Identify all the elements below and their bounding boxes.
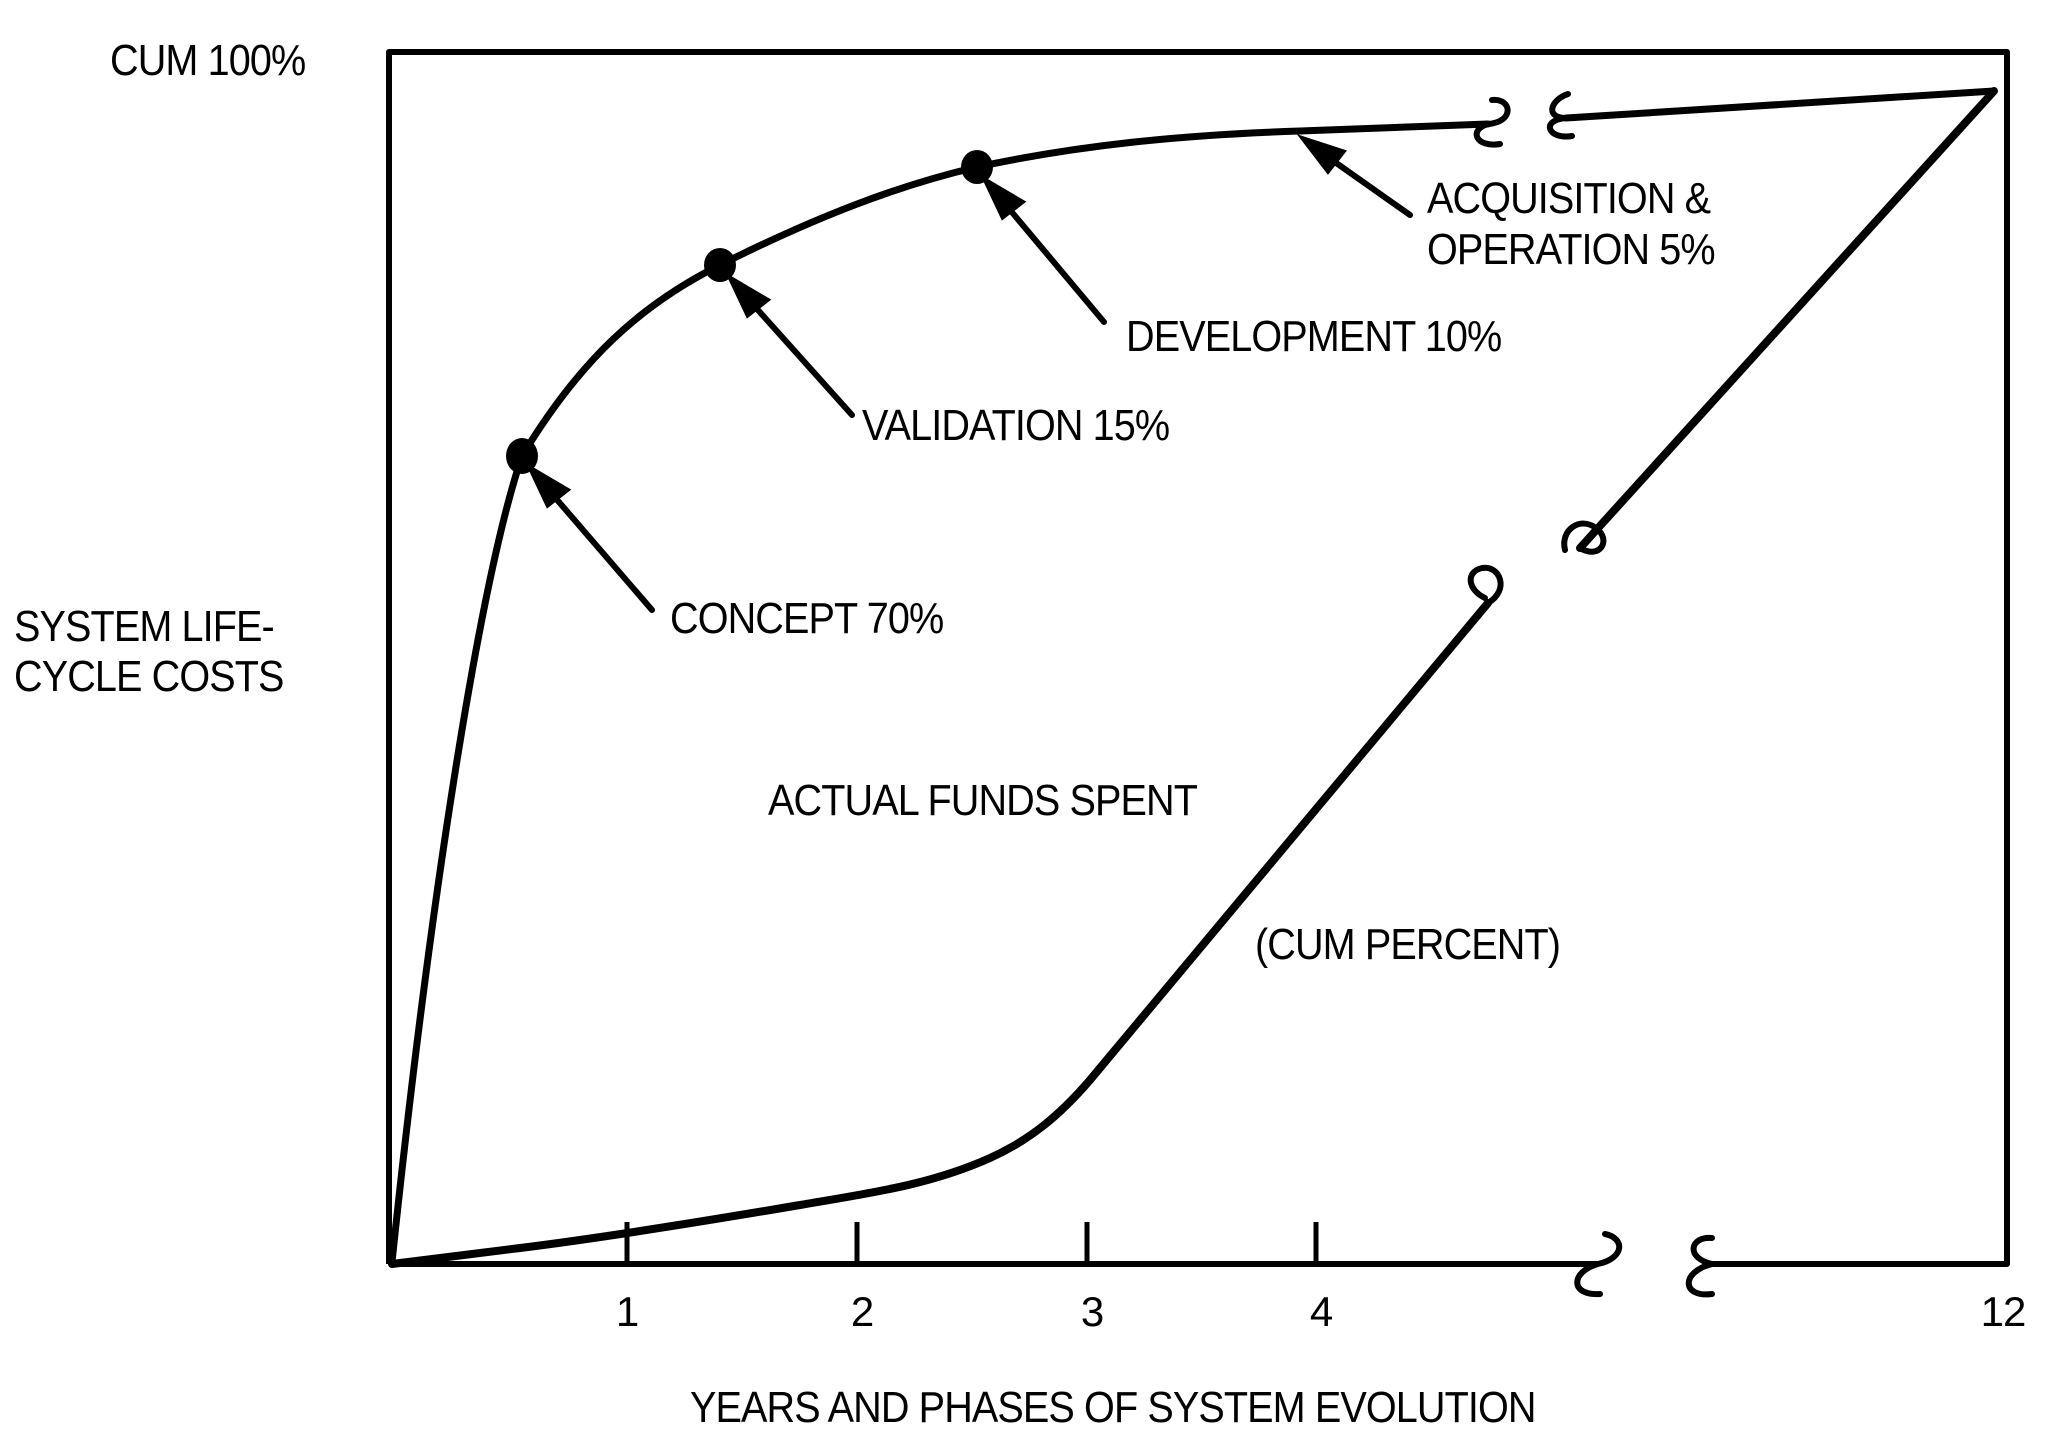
x-tick-label: 1 xyxy=(615,1288,639,1335)
plot-frame xyxy=(386,49,2010,1267)
lifecycle-cost-curve xyxy=(388,87,1998,1266)
validation-dot xyxy=(704,248,736,282)
actual-funds-label: ACTUAL FUNDS SPENT xyxy=(768,776,1198,825)
x-tick-label: 12 xyxy=(1980,1288,2027,1335)
acquisition-label-line1: ACQUISITION & xyxy=(1427,174,1711,223)
development-dot xyxy=(961,150,993,184)
phase-markers xyxy=(506,150,993,474)
y-axis-top-label: CUM 100% xyxy=(110,36,306,85)
cum-percent-label: (CUM PERCENT) xyxy=(1255,920,1561,969)
concept-label: CONCEPT 70% xyxy=(670,594,944,643)
x-tick-label: 3 xyxy=(1080,1288,1104,1335)
y-axis-title-line2: CYCLE COSTS xyxy=(14,652,284,701)
concept-dot xyxy=(506,438,538,474)
y-axis-title-line1: SYSTEM LIFE- xyxy=(14,602,275,651)
validation-label: VALIDATION 15% xyxy=(862,401,1170,450)
diagonal-break-icon xyxy=(1467,520,1607,606)
curve-break-icon xyxy=(1473,91,1575,148)
x-tick-label: 2 xyxy=(850,1288,874,1335)
x-tick-label: 4 xyxy=(1309,1288,1333,1335)
x-axis-break-icon xyxy=(1574,1231,1715,1298)
actual-funds-curve xyxy=(388,87,1998,1268)
annotation-arrows xyxy=(525,134,1413,613)
development-label: DEVELOPMENT 10% xyxy=(1126,312,1502,361)
x-axis-title: YEARS AND PHASES OF SYSTEM EVOLUTION xyxy=(690,1383,1537,1432)
x-axis-ticks xyxy=(624,1222,1319,1264)
acquisition-label-line2: OPERATION 5% xyxy=(1427,225,1716,274)
